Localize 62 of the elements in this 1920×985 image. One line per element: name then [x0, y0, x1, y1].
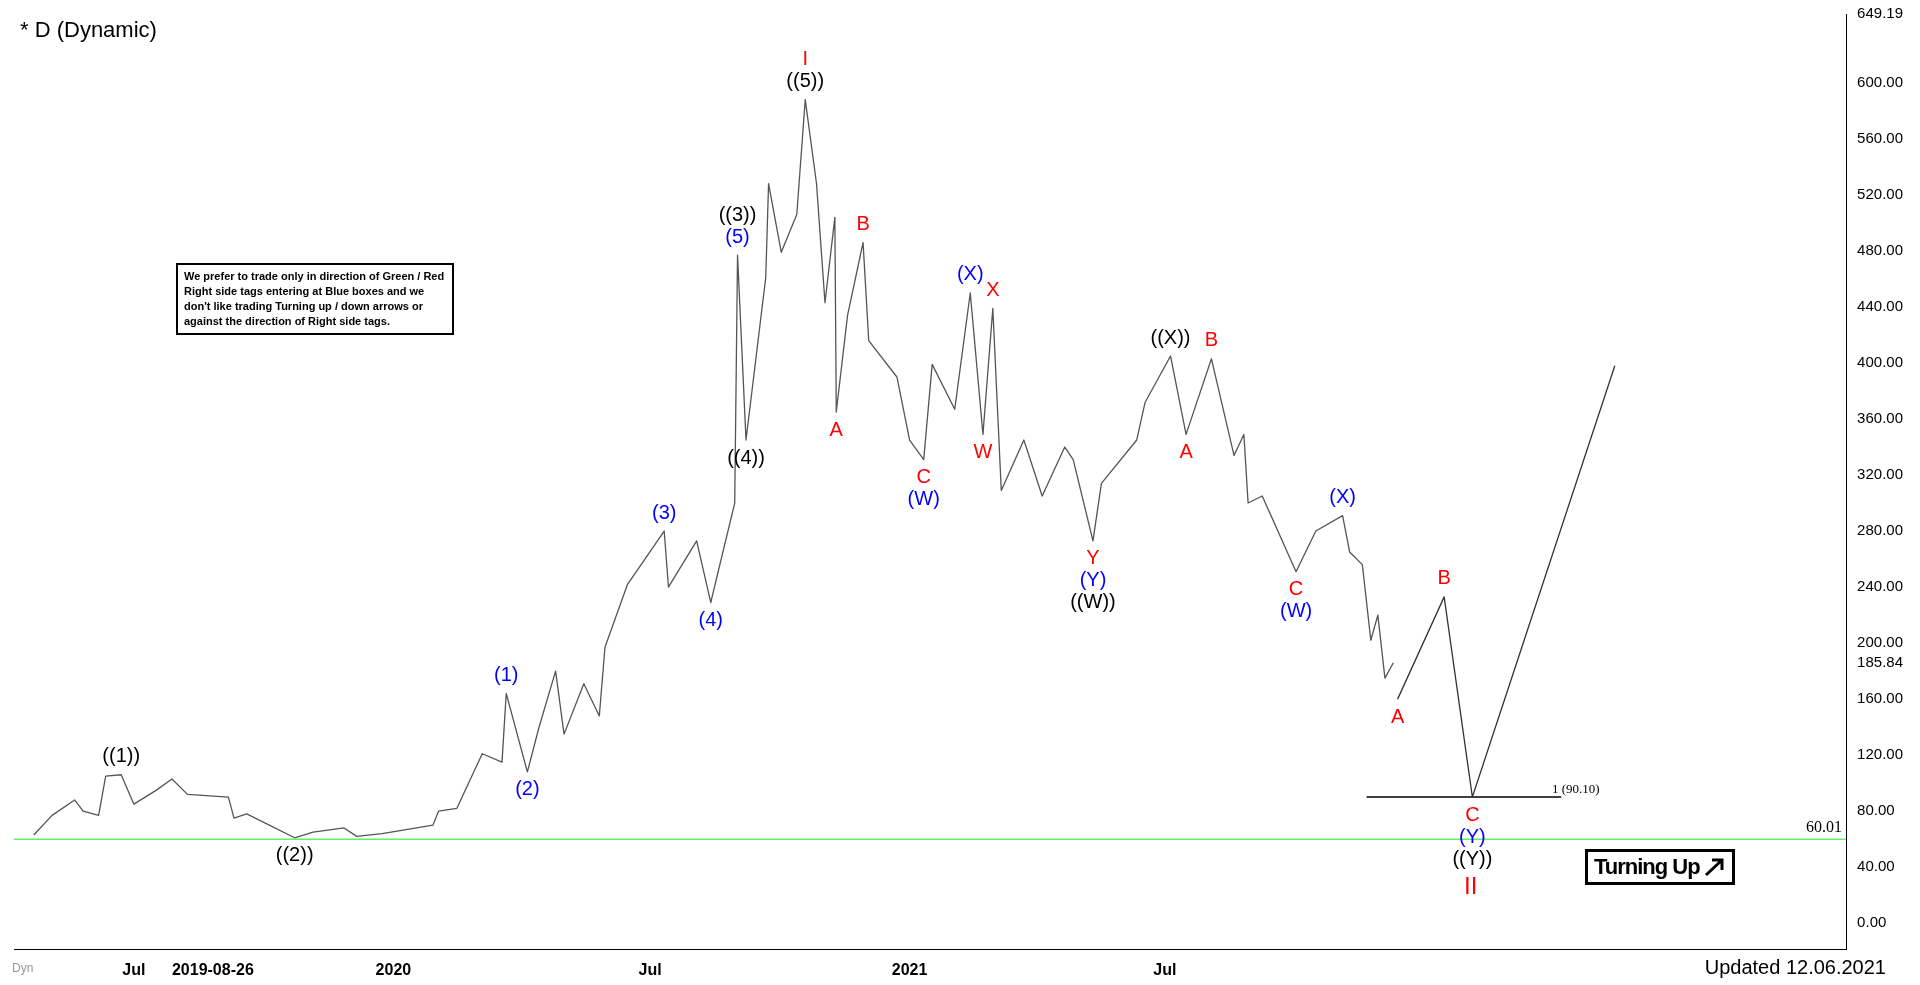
annotation: Turning Up [1594, 854, 1700, 880]
y-tick-label: 240.00 [1857, 577, 1904, 595]
annotation: ((5)) [786, 69, 825, 92]
annotation: ((1)) [102, 744, 141, 767]
annotation: C [1288, 577, 1304, 600]
y-tick-label: 120.00 [1857, 745, 1904, 763]
annotation: ((2)) [275, 843, 314, 866]
x-tick-label: 2021 [891, 960, 928, 978]
annotation: (2) [515, 777, 540, 800]
annotation: W [973, 439, 993, 462]
annotation: (3) [651, 500, 677, 523]
annotation: (4) [698, 607, 723, 630]
y-tick-label: 649.19 [1857, 4, 1904, 22]
annotation: A [1390, 704, 1405, 727]
text: Dyn [12, 961, 34, 975]
y-tick-label: 80.00 [1857, 801, 1895, 819]
annotation: B [1437, 566, 1451, 589]
y-tick-label: 480.00 [1857, 241, 1904, 259]
annotation: B [856, 212, 870, 235]
annotation: (X) [1329, 485, 1356, 508]
annotation: A [1179, 439, 1194, 462]
y-tick-label: 160.00 [1857, 689, 1904, 707]
annotation: A [829, 417, 844, 440]
chart-title: * D (Dynamic) [20, 17, 157, 43]
y-tick-label: 0.00 [1857, 913, 1887, 931]
annotation: X [986, 277, 1000, 300]
annotation: C [916, 465, 931, 488]
text: Updated 12.06.2021 [1704, 956, 1886, 978]
x-tick-label: Jul [638, 960, 662, 978]
y-tick-label: 400.00 [1857, 353, 1904, 371]
x-tick-label: Jul [122, 960, 146, 978]
annotation: (Y) [1079, 568, 1107, 591]
y-tick-label: 560.00 [1857, 129, 1904, 147]
ref-line-label: 60.01 [1806, 818, 1843, 836]
annotation: II [1464, 872, 1478, 899]
annotation: (X) [956, 262, 984, 285]
annotation: (5) [725, 224, 750, 247]
y-tick-label: 200.00 [1857, 633, 1904, 651]
x-tick-label: Jul [1153, 960, 1177, 978]
annotation: ((X)) [1150, 325, 1191, 348]
annotation: C [1465, 802, 1480, 825]
annotation: ((W)) [1070, 590, 1116, 613]
annotation: (W) [907, 487, 940, 510]
annotation: ((Y)) [1452, 846, 1493, 869]
annotation: (W) [1279, 599, 1313, 622]
annotation: 1 (90.10) [1552, 781, 1600, 796]
annotation: We prefer to trade only in direction of Green / Red Right side tags entering at Blue boxes and we don't like trading Turning up / down arrows or against the direction of Right side tags. [184, 270, 445, 327]
annotation: B [1204, 328, 1219, 351]
x-tick-label: 2019-08-26 [171, 960, 254, 978]
y-tick-label: 600.00 [1857, 73, 1904, 91]
y-tick-label: 320.00 [1857, 465, 1904, 483]
y-tick-label: 360.00 [1857, 409, 1904, 427]
annotation: (1) [494, 663, 519, 686]
y-tick-label: 440.00 [1857, 297, 1904, 315]
x-tick-label: 2020 [375, 960, 412, 978]
annotation: ((3)) [718, 202, 757, 225]
annotation: I [802, 47, 809, 70]
y-tick-label: 520.00 [1857, 185, 1904, 203]
annotation: Y [1086, 546, 1100, 569]
y-tick-label: 185.84 [1857, 653, 1904, 671]
y-tick-label: 280.00 [1857, 521, 1904, 539]
y-tick-label: 40.00 [1857, 857, 1895, 875]
